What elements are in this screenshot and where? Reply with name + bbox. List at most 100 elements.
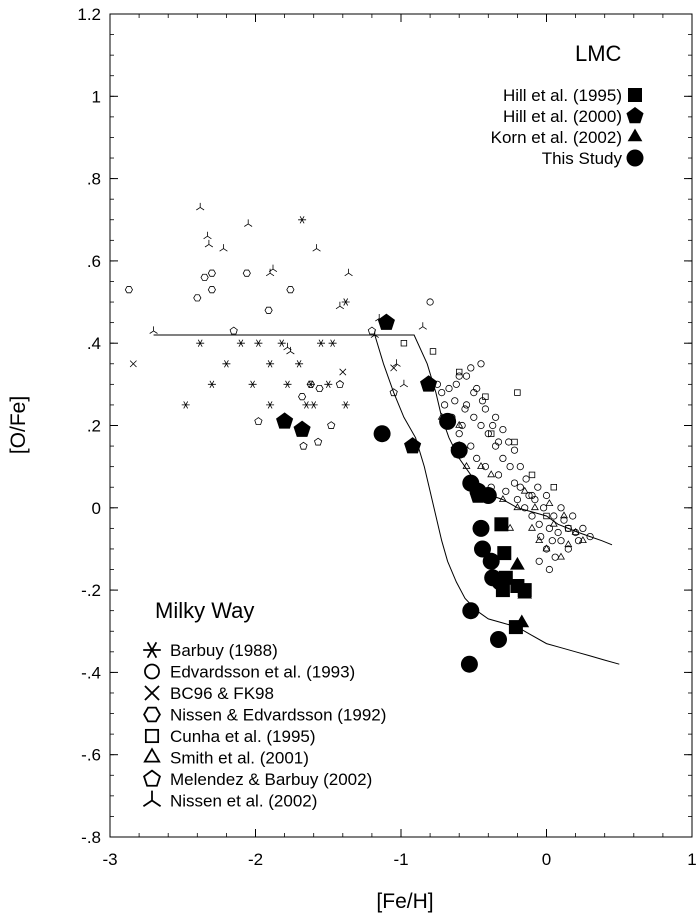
point-edvardsson-et-al-1993 <box>499 454 507 462</box>
point-edvardsson-et-al-1993 <box>542 491 551 500</box>
point-nissen-edvardsson-1992 <box>264 306 273 314</box>
legend-lmc-label: Hill et al. (1995) <box>503 86 622 105</box>
point-nissen-edvardsson-1992 <box>200 273 209 281</box>
point-barbuy-1988 <box>254 339 263 347</box>
point-smith-et-al-2001 <box>560 511 568 519</box>
point-edvardsson-et-al-1993 <box>534 483 542 491</box>
x-tick-label: -2 <box>248 850 263 869</box>
legend-mw-label: Cunha et al. (1995) <box>170 727 316 746</box>
legend-lmc-marker <box>628 88 642 102</box>
point-melendez-barbuy-2002 <box>367 326 376 335</box>
point-edvardsson-et-al-1993 <box>545 524 554 533</box>
point-edvardsson-et-al-1993 <box>516 483 524 491</box>
point-edvardsson-et-al-1993 <box>438 389 446 397</box>
legend-mw-marker <box>142 790 162 807</box>
point-nissen-edvardsson-1992 <box>193 294 202 302</box>
y-tick-label: 1 <box>92 87 101 106</box>
point-hill-et-al-2000 <box>469 486 487 503</box>
point-barbuy-1988 <box>277 339 286 347</box>
legend-lmc-label: Korn et al. (2002) <box>491 128 622 147</box>
point-edvardsson-et-al-1993 <box>528 491 536 500</box>
point-edvardsson-et-al-1993 <box>564 545 572 553</box>
series-korn-et-al-2002 <box>510 556 533 628</box>
legend-mw-marker <box>143 641 161 659</box>
legend-mw-label: BC96 & FK98 <box>170 684 274 703</box>
point-this-study <box>460 655 478 673</box>
point-melendez-barbuy-2002 <box>299 441 308 450</box>
point-barbuy-1988 <box>207 380 216 388</box>
point-this-study <box>439 412 457 430</box>
point-cunha-et-al-1995 <box>528 471 536 479</box>
point-smith-et-al-2001 <box>487 470 496 478</box>
point-edvardsson-et-al-1993 <box>586 532 594 541</box>
point-nissen-et-al-2002 <box>219 244 228 252</box>
point-this-study <box>474 540 491 558</box>
series-edvardsson-et-al-1993 <box>426 298 594 574</box>
series-cunha-et-al-1995 <box>400 340 572 532</box>
point-edvardsson-et-al-1993 <box>451 397 459 405</box>
series-hill-et-al-1995 <box>494 517 532 635</box>
point-edvardsson-et-al-1993 <box>461 405 469 413</box>
point-edvardsson-et-al-1993 <box>510 479 519 487</box>
point-edvardsson-et-al-1993 <box>545 565 554 574</box>
legend-mw-marker-shape <box>143 706 161 723</box>
axis-ticks: -3 -2 -1 0 1 1.2 1 .8 .6 .4 .2 0 -.2 -.4 -.6 -.8 <box>77 5 696 869</box>
point-smith-et-al-2001 <box>535 536 544 544</box>
legend-mw-label: Nissen & Edvardsson (1992) <box>170 706 386 725</box>
point-nissen-edvardsson-1992 <box>286 286 295 294</box>
point-edvardsson-et-al-1993 <box>502 487 510 495</box>
point-barbuy-1988 <box>298 216 307 224</box>
point-nissen-et-al-2002 <box>418 322 427 330</box>
point-cunha-et-al-1995 <box>400 340 408 347</box>
point-edvardsson-et-al-1993 <box>528 512 536 520</box>
point-edvardsson-et-al-1993 <box>473 384 481 393</box>
point-barbuy-1988 <box>309 401 318 409</box>
legend-mw-marker <box>143 706 161 723</box>
point-cunha-et-al-1995 <box>482 393 489 400</box>
legend-mw-label: Smith et al. (2001) <box>170 749 309 768</box>
point-nissen-et-al-2002 <box>312 244 321 252</box>
point-nissen-et-al-2002 <box>286 346 295 355</box>
point-cunha-et-al-1995 <box>565 525 572 532</box>
y-tick-label: -.2 <box>81 581 101 600</box>
point-this-study <box>462 602 480 620</box>
point-this-study <box>490 631 507 648</box>
point-hill-et-al-2000 <box>450 441 468 458</box>
series-hill-et-al-2000 <box>276 313 487 503</box>
point-cunha-et-al-1995 <box>456 368 463 376</box>
y-tick-label: .4 <box>87 334 101 353</box>
point-smith-et-al-2001 <box>528 523 536 531</box>
y-tick-label: -.8 <box>81 828 101 847</box>
point-edvardsson-et-al-1993 <box>494 438 503 446</box>
legend-mw-title: Milky Way <box>155 598 254 623</box>
point-nissen-et-al-2002 <box>370 330 379 338</box>
point-hill-et-al-1995 <box>498 570 513 585</box>
point-edvardsson-et-al-1993 <box>560 516 568 524</box>
y-tick-label: .2 <box>87 417 101 436</box>
point-this-study <box>373 425 391 443</box>
y-tick-label: .8 <box>87 170 101 189</box>
point-hill-et-al-2000 <box>420 375 438 392</box>
point-bc96-fk98 <box>129 360 137 368</box>
point-melendez-barbuy-2002 <box>314 437 323 446</box>
point-barbuy-1988 <box>266 401 275 409</box>
point-melendez-barbuy-2002 <box>389 388 398 397</box>
point-edvardsson-et-al-1993 <box>516 463 524 471</box>
point-korn-et-al-2002 <box>517 585 533 599</box>
point-edvardsson-et-al-1993 <box>441 401 449 409</box>
model-line-2 <box>374 334 620 665</box>
legend-mw-label: Nissen et al. (2002) <box>170 792 317 811</box>
legend-mw-marker-shape <box>144 663 160 680</box>
point-edvardsson-et-al-1993 <box>539 504 548 512</box>
series-barbuy-1988 <box>181 216 350 409</box>
point-edvardsson-et-al-1993 <box>550 512 558 520</box>
point-edvardsson-et-al-1993 <box>473 454 481 462</box>
y-axis-title: [O/Fe] <box>7 396 30 454</box>
legend-lmc-label: Hill et al. (2000) <box>503 107 622 126</box>
series-melendez-barbuy-2002 <box>229 326 398 450</box>
point-barbuy-1988 <box>181 401 190 409</box>
legend-mw-marker <box>144 728 160 744</box>
point-smith-et-al-2001 <box>506 523 515 531</box>
point-nissen-edvardsson-1992 <box>298 393 307 401</box>
point-nissen-et-al-2002 <box>204 239 214 248</box>
